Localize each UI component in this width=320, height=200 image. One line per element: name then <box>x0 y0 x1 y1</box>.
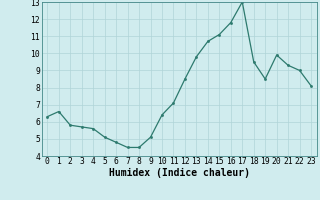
X-axis label: Humidex (Indice chaleur): Humidex (Indice chaleur) <box>109 168 250 178</box>
